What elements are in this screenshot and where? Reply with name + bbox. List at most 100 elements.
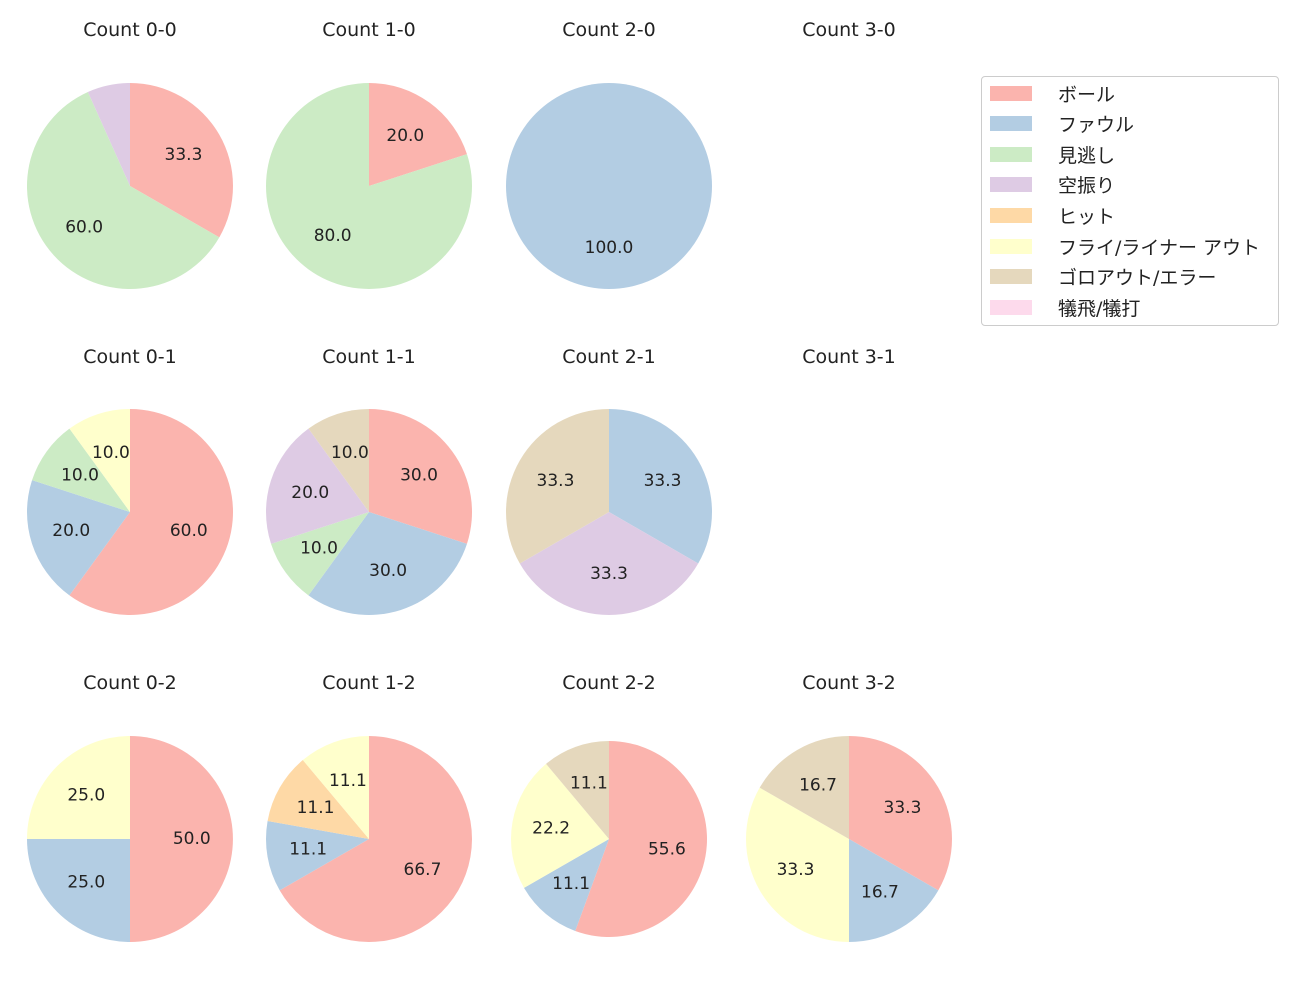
pie-count-1-1: Count 1-130.030.010.020.010.0 <box>266 346 472 615</box>
slice-label: 10.0 <box>92 443 130 463</box>
slice-label: 11.1 <box>297 798 335 818</box>
slice-label: 33.3 <box>537 471 575 491</box>
pie-title: Count 0-1 <box>83 346 177 368</box>
slice-label: 20.0 <box>291 483 329 503</box>
pie-title: Count 1-1 <box>322 346 416 368</box>
slice-label: 66.7 <box>404 860 442 880</box>
legend-label: フライ/ライナー アウト <box>1058 236 1261 259</box>
slice-label: 25.0 <box>67 873 105 893</box>
pie-slice <box>87 83 130 186</box>
legend-label: ゴロアウト/エラー <box>1058 267 1217 290</box>
pie-slice <box>279 736 473 942</box>
pie-count-3-2: Count 3-2 33.3 16.7 33.3 16.7 <box>746 672 952 942</box>
slice-label: 60.0 <box>65 217 103 237</box>
pie-slice <box>369 83 467 186</box>
slice-label: 60.0 <box>170 521 208 541</box>
pie-slice <box>27 91 220 289</box>
pie-slice <box>267 760 369 839</box>
pie-title: Count 2-2 <box>562 672 656 694</box>
slice-label: 10.0 <box>61 466 99 486</box>
pie-count-0-2: Count 0-2 50.0 25.0 25.0 <box>27 672 233 942</box>
pie-slice <box>130 736 233 942</box>
legend: ボール ファウル 見逃し 空振り ヒット フライ/ライナー アウト ゴロアウト/エラー 犠飛/… <box>981 76 1279 326</box>
pie-slice <box>575 741 707 937</box>
pie-slice <box>130 83 234 238</box>
legend-item: 空振り <box>990 170 1115 200</box>
legend-item: 見逃し <box>990 139 1115 169</box>
pie-slice <box>849 839 939 942</box>
pie-slice <box>69 409 130 512</box>
slice-label: 20.0 <box>52 521 90 541</box>
legend-label: 見逃し <box>1058 144 1116 167</box>
slice-label: 30.0 <box>400 466 438 486</box>
pie-title: Count 3-0 <box>802 19 896 41</box>
pie-count-1-0: Count 1-0 20.0 80.0 <box>266 19 473 289</box>
pie-slice <box>369 409 472 544</box>
pie-slice <box>506 409 609 564</box>
slice-label: 30.0 <box>369 561 407 581</box>
legend-item: ボール <box>990 78 1115 108</box>
slice-label: 11.1 <box>570 774 608 794</box>
slice-label: 22.2 <box>532 819 570 839</box>
pie-slice <box>27 480 130 596</box>
legend-label: ファウル <box>1058 114 1135 137</box>
legend-item: 犠飛/犠打 <box>990 292 1140 322</box>
pie-title: Count 0-2 <box>83 672 177 694</box>
legend-label: 空振り <box>1058 175 1116 198</box>
pie-slice <box>27 736 130 839</box>
pie-slice <box>519 512 699 615</box>
pie-title: Count 1-0 <box>322 19 416 41</box>
pie-slice <box>308 512 467 615</box>
slice-label: 33.3 <box>644 471 682 491</box>
slice-label: 100.0 <box>585 238 634 258</box>
pie-slice <box>266 83 473 289</box>
slice-label: 11.1 <box>552 874 590 894</box>
pie-slice <box>506 83 712 289</box>
pie-slice <box>511 763 609 888</box>
slice-label: 11.1 <box>329 771 367 791</box>
legend-swatch <box>990 269 1032 285</box>
pie-count-1-2: Count 1-2 66.7 11.1 11.1 11.1 <box>266 672 473 942</box>
pie-title: Count 1-2 <box>322 672 416 694</box>
pie-slice <box>27 839 130 942</box>
slice-label: 11.1 <box>289 840 327 860</box>
legend-item: フライ/ライナー アウト <box>990 231 1260 261</box>
pie-slice <box>849 736 952 891</box>
slice-label: 10.0 <box>300 538 338 558</box>
pie-count-2-2: Count 2-2 55.6 11.1 22.2 11.1 <box>511 672 707 937</box>
pie-title: Count 3-2 <box>802 672 896 694</box>
slice-label: 10.0 <box>331 443 369 463</box>
slice-label: 20.0 <box>386 126 424 146</box>
slice-label: 33.3 <box>777 860 815 880</box>
legend-item: ゴロアウト/エラー <box>990 262 1216 292</box>
legend-item: ファウル <box>990 109 1134 139</box>
pie-slice <box>32 428 130 512</box>
slice-label: 55.6 <box>648 839 686 859</box>
legend-swatch <box>990 85 1032 101</box>
pie-count-2-1: Count 2-1 33.3 33.3 33.3 <box>506 346 712 615</box>
pie-count-3-0: Count 3-0 <box>802 19 896 41</box>
pie-slice <box>302 736 369 839</box>
pie-slice <box>759 736 849 839</box>
legend-swatch <box>990 146 1032 162</box>
pie-slice <box>308 409 369 512</box>
legend-swatch <box>990 116 1032 132</box>
slice-label: 16.7 <box>861 882 899 902</box>
pie-slice <box>69 409 234 616</box>
pie-slice <box>266 820 369 891</box>
pie-slice <box>266 428 369 544</box>
pie-count-0-1: Count 0-1 60.0 20.0 10.0 10.0 <box>27 346 234 616</box>
pie-title: Count 0-0 <box>83 19 177 41</box>
pie-count-2-0: Count 2-0 100.0 <box>506 19 712 289</box>
pie-title: Count 2-0 <box>562 19 656 41</box>
pie-title: Count 3-1 <box>802 346 896 368</box>
pie-slice <box>746 787 849 942</box>
slice-label: 33.3 <box>590 564 628 584</box>
pie-slice <box>271 512 369 596</box>
slice-label: 33.3 <box>165 145 203 165</box>
pie-count-0-0: Count 0-0 33.3 60.0 <box>27 19 234 289</box>
pie-slice <box>546 741 609 839</box>
legend-label: 犠飛/犠打 <box>1058 297 1141 320</box>
